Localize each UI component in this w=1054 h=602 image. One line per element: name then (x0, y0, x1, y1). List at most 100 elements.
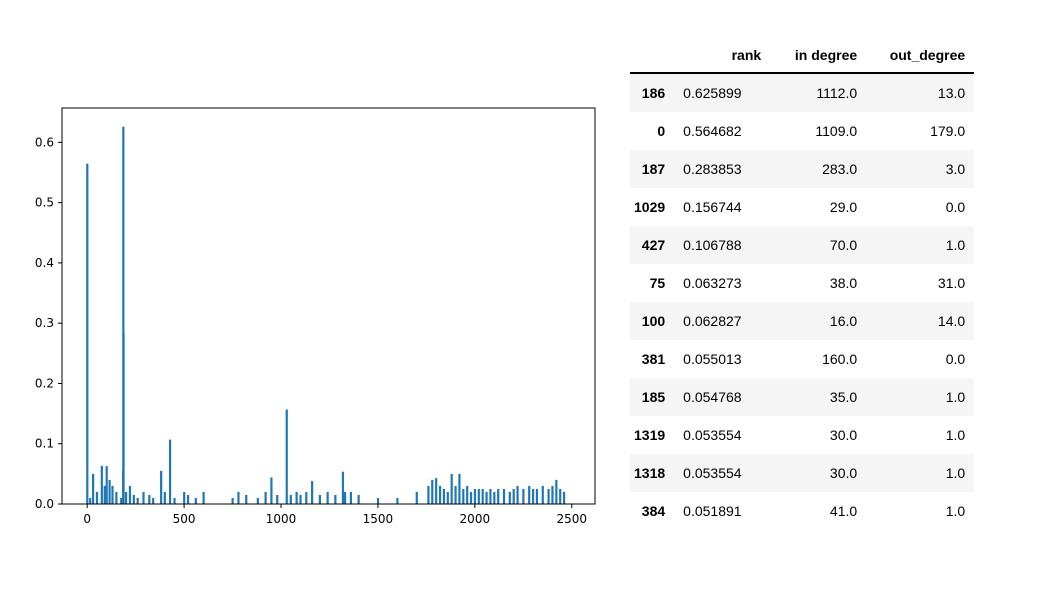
cell-rank: 0.283853 (683, 161, 742, 177)
bar (462, 488, 465, 504)
bar (431, 479, 434, 504)
cell-rank: 0.051891 (683, 503, 742, 519)
cell-rank: 0.564682 (683, 123, 742, 139)
bar (497, 488, 500, 504)
bar (396, 497, 399, 504)
bar (311, 481, 314, 504)
cell-in-degree: 35.0 (829, 389, 858, 405)
bar (481, 488, 484, 504)
row-index: 381 (641, 351, 666, 367)
bar (435, 478, 438, 504)
header-rank: rank (674, 38, 771, 74)
bar (122, 126, 125, 504)
bar (318, 494, 321, 504)
cell-rank: 0.055013 (683, 351, 742, 367)
bar (541, 485, 544, 504)
bar (454, 485, 457, 504)
x-tick-label: 1000 (266, 512, 297, 526)
bar (142, 491, 145, 504)
bar (115, 491, 118, 504)
x-tick-label: 1500 (363, 512, 394, 526)
bar (194, 497, 197, 504)
bar (357, 494, 360, 504)
bar (473, 488, 477, 504)
table-row: 381 0.055013 160.0 0.0 (630, 340, 974, 378)
table-row: 100 0.062827 16.0 14.0 (630, 302, 975, 340)
bar (100, 465, 103, 504)
bar (427, 485, 430, 504)
rank-table-wrapper: rank in degree out_degree 186 0.625899 111… (630, 38, 975, 530)
cell-in-degree: 41.0 (829, 503, 858, 519)
bar (108, 479, 111, 504)
bar (132, 494, 135, 504)
bar (120, 497, 123, 504)
y-tick-label: 0.5 (35, 196, 54, 210)
cell-in-degree: 283.0 (822, 161, 858, 177)
cell-out-degree: 31.0 (937, 275, 966, 291)
bar (285, 409, 288, 504)
bar (152, 497, 155, 504)
x-tick-label: 500 (173, 512, 196, 526)
x-tick-label: 0 (83, 512, 91, 526)
row-index: 75 (649, 275, 666, 291)
bar (295, 491, 298, 504)
row-index: 185 (641, 389, 666, 405)
bar (535, 488, 539, 504)
bar (485, 491, 488, 504)
cell-out-degree: 1.0 (945, 427, 966, 443)
bar (502, 488, 506, 504)
header-row: rank in degree out_degree (630, 38, 975, 74)
bar (512, 488, 515, 504)
bar (528, 485, 531, 504)
cell-in-degree: 30.0 (829, 427, 858, 443)
bar (438, 485, 442, 504)
cell-in-degree: 16.0 (829, 313, 858, 329)
bar (256, 497, 259, 504)
bar (168, 439, 172, 504)
bar (415, 491, 418, 504)
bar (148, 494, 151, 504)
cell-out-degree: 3.0 (945, 161, 966, 177)
table-row: 75 0.063273 38.0 31.0 (630, 264, 974, 302)
bar (559, 488, 562, 504)
bar (160, 470, 163, 504)
cell-rank: 0.053554 (683, 427, 742, 443)
bar (522, 488, 525, 504)
bar (516, 485, 519, 504)
bar (442, 488, 446, 504)
bar (173, 497, 176, 504)
y-tick-label: 0.2 (35, 376, 54, 390)
bar (334, 494, 337, 504)
row-index: 427 (641, 237, 666, 253)
cell-in-degree: 38.0 (829, 275, 858, 291)
bar (183, 491, 186, 504)
bar (276, 494, 279, 504)
bar (547, 488, 550, 504)
cell-in-degree: 29.0 (829, 199, 858, 215)
cell-in-degree: 160.0 (822, 351, 858, 367)
cell-rank: 0.625899 (683, 85, 742, 101)
row-index: 1318 (634, 465, 666, 481)
row-index: 100 (641, 313, 666, 329)
bar (341, 471, 345, 504)
table-header: rank in degree out_degree (630, 38, 975, 74)
bar (92, 473, 95, 504)
y-tick-label: 0.3 (35, 316, 54, 330)
cell-rank: 0.054768 (683, 389, 742, 405)
bar (86, 163, 89, 504)
bar (376, 497, 380, 504)
bar (343, 491, 347, 504)
bar (136, 497, 139, 504)
bar (289, 494, 292, 504)
table-row: 384 0.051891 41.0 1.0 (630, 492, 974, 530)
bar (531, 488, 535, 504)
rank-table: rank in degree out_degree 186 0.625899 111… (630, 38, 975, 530)
row-index: 1319 (634, 427, 666, 443)
y-tick-label: 0.4 (35, 256, 54, 270)
bar (555, 479, 558, 504)
bar (128, 485, 132, 504)
cell-in-degree: 30.0 (829, 465, 858, 481)
row-index: 384 (641, 503, 666, 519)
cell-rank: 0.106788 (683, 237, 742, 253)
bar (124, 491, 128, 504)
